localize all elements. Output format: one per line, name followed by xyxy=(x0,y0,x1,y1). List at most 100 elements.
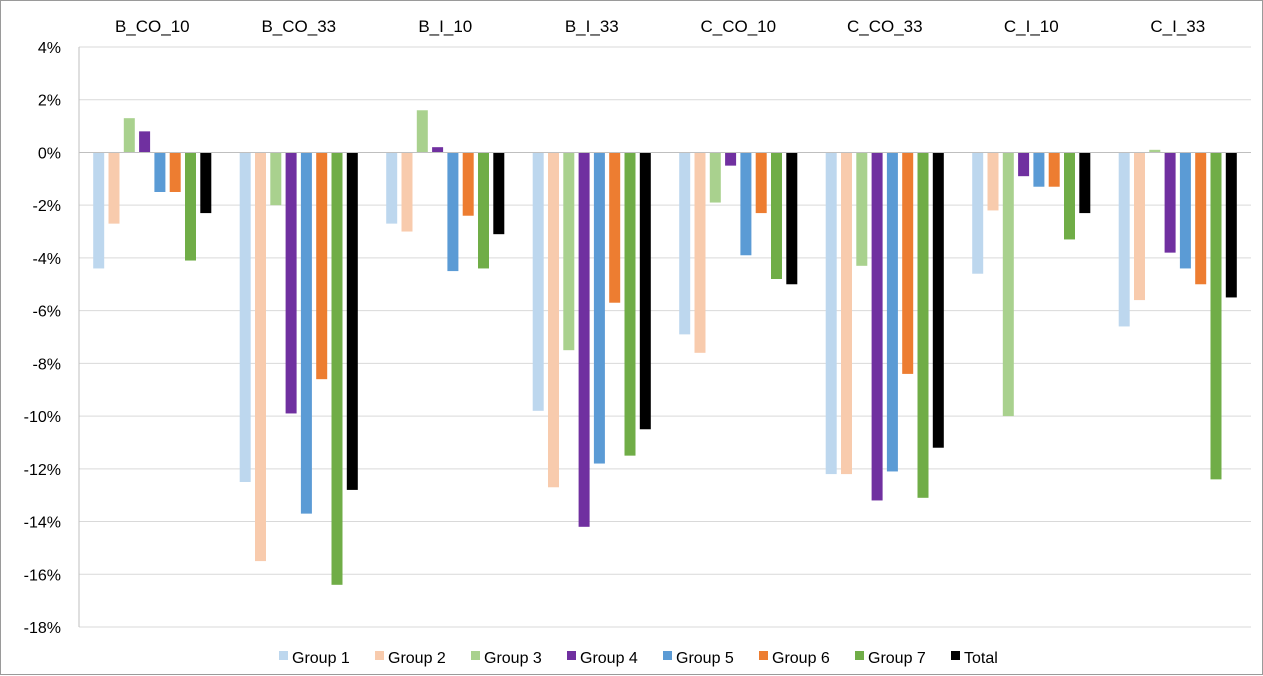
legend-label: Total xyxy=(964,650,998,667)
y-tick-label: -6% xyxy=(33,304,61,321)
legend-swatch xyxy=(663,651,672,660)
category-label: B_I_33 xyxy=(565,17,619,36)
legend-swatch xyxy=(375,651,384,660)
y-tick-label: -4% xyxy=(33,251,61,268)
bar-group-5-b_co_33 xyxy=(300,152,312,514)
gridlines xyxy=(79,46,1251,628)
legend-label: Group 4 xyxy=(580,650,638,667)
y-tick-label: 0% xyxy=(38,145,61,162)
legend: Group 1 Group 2 Group 3 Group 4 Group 5 Group… xyxy=(279,650,998,667)
bar-group-6-b_co_10 xyxy=(169,152,181,192)
bar-group-7-c_i_10 xyxy=(1064,152,1075,240)
y-axis-tick-labels: 4% 2% 0% -2% -4% -6% -8% -10% -12% -14% -16% -18% xyxy=(24,40,61,637)
bar-total-c_i_10 xyxy=(1079,152,1091,214)
bar-group-6-c_i_33 xyxy=(1195,152,1207,285)
bar-total-c_co_10 xyxy=(786,152,798,285)
category-label: B_I_10 xyxy=(418,17,472,36)
bar-total-b_i_10 xyxy=(493,152,505,235)
bar-group-6-b_i_10 xyxy=(462,152,474,216)
bar-group-3-b_co_33 xyxy=(270,152,282,206)
category-label: B_CO_33 xyxy=(261,17,336,36)
bar-group-3-b_i_10 xyxy=(416,110,428,153)
category-label: C_I_33 xyxy=(1150,17,1205,36)
bar-group-4-b_co_10 xyxy=(139,131,151,153)
bar-group-7-c_co_33 xyxy=(917,152,929,498)
bar-group-3-b_i_33 xyxy=(563,152,575,351)
bar-group-1-c_i_33 xyxy=(1118,152,1130,327)
y-tick-label: -2% xyxy=(33,198,61,215)
legend-swatch xyxy=(855,651,864,660)
bar-group-6-c_i_10 xyxy=(1048,152,1060,187)
legend-label: Group 5 xyxy=(676,650,734,667)
y-tick-label: -12% xyxy=(24,462,61,479)
bar-group-7-c_co_10 xyxy=(771,152,782,279)
bar-group-2-b_i_33 xyxy=(548,152,559,488)
bar-group-7-b_co_10 xyxy=(185,152,196,261)
legend-swatch xyxy=(279,651,288,660)
bar-group-4-b_i_33 xyxy=(578,152,590,527)
bar-total-c_co_33 xyxy=(932,152,944,448)
bar-group-1-b_i_10 xyxy=(386,152,398,224)
legend-label: Group 6 xyxy=(772,650,830,667)
bar-group-2-c_i_10 xyxy=(987,152,999,211)
bar-group-3-b_co_10 xyxy=(123,118,135,153)
bar-group-4-c_i_33 xyxy=(1164,152,1176,253)
bar-group-7-b_i_10 xyxy=(478,152,489,269)
bar-group-2-c_co_33 xyxy=(841,152,852,475)
category-label: C_CO_33 xyxy=(847,17,923,36)
bar-group-2-b_co_10 xyxy=(108,152,120,224)
bar-group-6-b_co_33 xyxy=(316,152,328,380)
legend-swatch xyxy=(759,651,768,660)
y-tick-label: 4% xyxy=(38,40,61,57)
bar-total-b_co_10 xyxy=(200,152,212,214)
bar-group-2-b_i_10 xyxy=(401,152,413,232)
bar-group-6-b_i_33 xyxy=(609,152,621,303)
category-label: B_CO_10 xyxy=(115,17,190,36)
y-tick-label: -8% xyxy=(33,356,61,373)
category-labels: B_CO_10 B_CO_33 B_I_10 B_I_33 C_CO_10 C_CO_33… xyxy=(115,17,1205,36)
category-label: C_I_10 xyxy=(1004,17,1059,36)
bar-group-3-c_i_10 xyxy=(1002,152,1014,417)
bar-total-b_co_33 xyxy=(346,152,358,490)
bar-group-1-b_co_33 xyxy=(239,152,251,482)
bar-group-2-c_i_33 xyxy=(1134,152,1145,301)
legend-label: Group 2 xyxy=(388,650,446,667)
y-tick-label: -14% xyxy=(24,515,61,532)
legend-swatch xyxy=(567,651,576,660)
bar-group-1-b_co_10 xyxy=(93,152,105,269)
y-tick-label: 2% xyxy=(38,93,61,110)
bar-group-3-c_co_33 xyxy=(856,152,868,266)
legend-swatch xyxy=(951,651,960,660)
bar-group-1-b_i_33 xyxy=(532,152,544,411)
bar-group-1-c_i_10 xyxy=(972,152,984,274)
category-label: C_CO_10 xyxy=(700,17,776,36)
bar-total-b_i_33 xyxy=(639,152,651,430)
bar-group-6-c_co_10 xyxy=(755,152,767,214)
bar-group-5-b_i_33 xyxy=(593,152,605,464)
bar-group-5-b_co_10 xyxy=(154,152,166,192)
bar-group-4-b_i_10 xyxy=(432,147,444,153)
y-tick-label: -16% xyxy=(24,567,61,584)
legend-label: Group 7 xyxy=(868,650,926,667)
bar-group-2-b_co_33 xyxy=(255,152,266,562)
legend-label: Group 3 xyxy=(484,650,542,667)
bar-group-7-c_i_33 xyxy=(1210,152,1222,480)
bar-group-4-c_co_33 xyxy=(871,152,883,501)
legend-swatch xyxy=(471,651,480,660)
bar-group-5-c_co_10 xyxy=(740,152,752,256)
bar-group-5-c_i_33 xyxy=(1179,152,1191,269)
bar-group-2-c_co_10 xyxy=(694,152,706,353)
bars xyxy=(93,110,1237,585)
bar-group-4-b_co_33 xyxy=(285,152,297,414)
bar-group-7-b_i_33 xyxy=(624,152,636,456)
bar-group-6-c_co_33 xyxy=(902,152,914,374)
y-tick-label: -10% xyxy=(24,409,61,426)
bar-total-c_i_33 xyxy=(1225,152,1237,298)
y-tick-label: -18% xyxy=(24,620,61,637)
bar-group-3-c_i_33 xyxy=(1149,149,1161,153)
bar-group-7-b_co_33 xyxy=(331,152,343,585)
bar-group-1-c_co_10 xyxy=(679,152,691,335)
legend-label: Group 1 xyxy=(292,650,350,667)
